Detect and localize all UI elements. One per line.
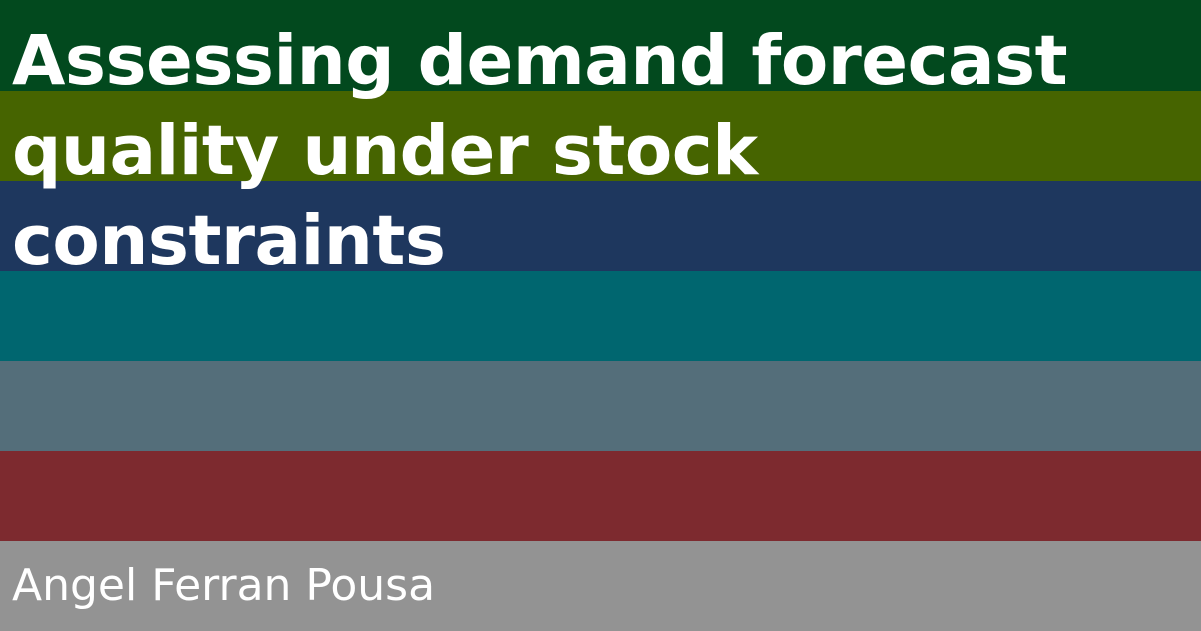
stripe-dark-green (0, 0, 1201, 91)
page-title: Assessing demand forecast quality under … (12, 16, 1182, 286)
stripe-slate (0, 361, 1201, 451)
stripe-teal (0, 271, 1201, 361)
stripe-gray (0, 541, 1201, 631)
stripe-maroon (0, 451, 1201, 541)
title-line-2: quality under stock (12, 111, 758, 191)
stripe-navy (0, 181, 1201, 271)
stripe-olive-green (0, 91, 1201, 181)
title-line-1: Assessing demand forecast (12, 21, 1068, 101)
title-line-3: constraints (12, 201, 446, 281)
author-name: Angel Ferran Pousa (12, 560, 436, 611)
